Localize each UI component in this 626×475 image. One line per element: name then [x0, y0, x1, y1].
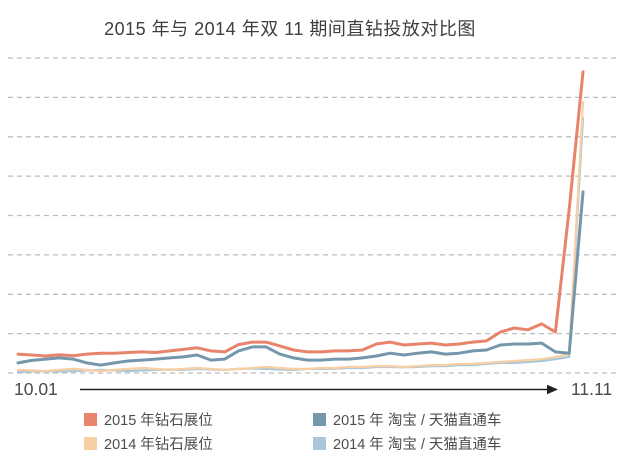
legend-swatch-2014-zhitongche	[313, 437, 326, 450]
legend-swatch-2015-zuanshi	[84, 413, 97, 426]
legend-swatch-2014-zuanshi	[84, 437, 97, 450]
legend-swatch-2015-zhitongche	[313, 413, 326, 426]
legend-item-2015-zuanshi: 2015 年钻石展位	[84, 412, 313, 429]
legend-label-2015-zuanshi: 2015 年钻石展位	[104, 413, 213, 429]
chart-title: 2015 年与 2014 年双 11 期间直钻投放对比图	[104, 19, 476, 39]
legend-item-2014-zuanshi: 2014 年钻石展位	[84, 436, 313, 453]
legend-label-2015-zhitongche: 2015 年 淘宝 / 天猫直通车	[333, 413, 502, 429]
legend-label-2014-zuanshi: 2014 年钻石展位	[104, 437, 213, 453]
x-axis-arrow-head-icon	[547, 384, 558, 395]
legend: 2015 年钻石展位 2015 年 淘宝 / 天猫直通车 2014 年钻石展位 …	[84, 412, 502, 453]
legend-item-2014-zhitongche: 2014 年 淘宝 / 天猫直通车	[313, 436, 502, 453]
line-2014-zuanshi	[16, 100, 585, 373]
legend-item-2015-zhitongche: 2015 年 淘宝 / 天猫直通车	[313, 412, 502, 429]
line-2015-zuanshi	[16, 70, 585, 358]
legend-label-2014-zhitongche: 2014 年 淘宝 / 天猫直通车	[333, 437, 502, 453]
x-axis-end-label: 11.11	[571, 379, 613, 399]
line-2015-zhitongche	[16, 190, 585, 367]
x-axis-start-label: 10.01	[14, 379, 58, 399]
